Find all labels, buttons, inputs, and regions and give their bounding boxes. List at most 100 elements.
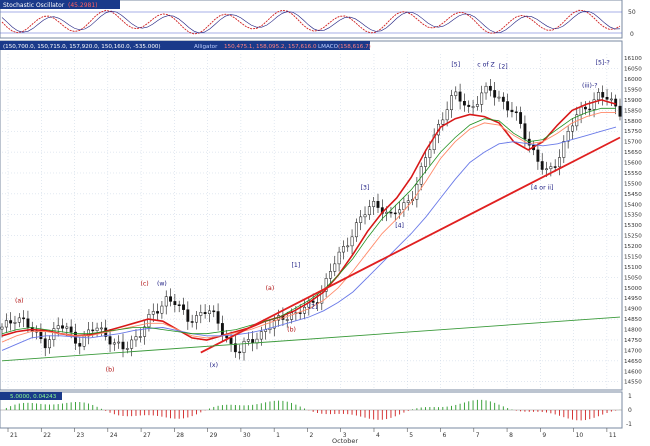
candle-body bbox=[540, 161, 544, 170]
candle-body bbox=[562, 141, 566, 158]
candle-body bbox=[329, 271, 332, 279]
price-tick-label: 15850 bbox=[624, 108, 642, 114]
price-tick-label: 15950 bbox=[624, 87, 642, 93]
macd-values: 5.0000, 0.04243 bbox=[10, 394, 57, 400]
candle-body bbox=[402, 202, 406, 211]
date-axis: 21 22 23 24 27 28 29 30 1 2 3 4 5 6 7 8 9 10 11 bbox=[7, 428, 617, 439]
candle-body bbox=[91, 329, 95, 332]
candle-body bbox=[497, 96, 501, 99]
alligator-values: 150,475.1, 158,095.2, 157,616.0 bbox=[224, 44, 317, 50]
candle-body bbox=[220, 323, 224, 335]
date-tick-label: 10 bbox=[576, 432, 584, 439]
candle-body bbox=[519, 112, 523, 124]
date-tick-label: 23 bbox=[77, 432, 85, 439]
price-tick-label: 14950 bbox=[624, 296, 642, 302]
candle-body bbox=[579, 106, 583, 116]
date-tick-label: 30 bbox=[243, 432, 251, 439]
price-tick-label: 15600 bbox=[624, 161, 642, 167]
candle-body bbox=[428, 149, 432, 158]
candle-body bbox=[134, 336, 138, 341]
wave-labels: (a) (b) (c) (w) (x) (a) (b) [1] [2] [3] [4] [5] c of… bbox=[15, 59, 610, 373]
price-tick-label: 15500 bbox=[624, 181, 642, 187]
date-tick-label: 27 bbox=[143, 432, 151, 439]
candle-body bbox=[359, 216, 363, 223]
candle-body bbox=[367, 206, 371, 216]
candle-body bbox=[389, 211, 393, 214]
candle-body bbox=[9, 320, 13, 324]
date-tick-label: 24 bbox=[110, 432, 118, 439]
candle-body bbox=[372, 201, 376, 207]
candle-body bbox=[506, 101, 510, 111]
candle-body bbox=[571, 125, 574, 132]
price-tick-label: 14650 bbox=[624, 359, 642, 365]
date-tick-label: 3 bbox=[343, 432, 347, 439]
candle-body bbox=[346, 245, 350, 248]
price-tick-label: 14850 bbox=[624, 317, 642, 323]
candle-body bbox=[108, 336, 112, 345]
date-tick-label: 4 bbox=[376, 432, 380, 439]
candle-body bbox=[65, 326, 69, 329]
candle-body bbox=[558, 157, 561, 168]
date-tick-label: 6 bbox=[443, 432, 447, 439]
price-tick-label: 15550 bbox=[624, 171, 642, 177]
candle-body bbox=[488, 85, 492, 91]
price-tick-label: 15700 bbox=[624, 140, 642, 146]
date-tick-label: 21 bbox=[10, 432, 18, 439]
oscillator-title: Stochastic Oscillator bbox=[3, 2, 65, 9]
oscillator-k-line bbox=[1, 9, 621, 35]
candle-body bbox=[406, 200, 410, 203]
candle-body bbox=[138, 336, 142, 338]
candle-body bbox=[596, 92, 600, 101]
candle-body bbox=[164, 296, 168, 307]
date-tick-label: 8 bbox=[509, 432, 513, 439]
candle-body bbox=[52, 328, 56, 340]
date-tick-label: 5 bbox=[409, 432, 413, 439]
price-tick-label: 14700 bbox=[624, 348, 642, 354]
candle-body bbox=[445, 109, 449, 121]
candle-body bbox=[298, 312, 302, 314]
candle-body bbox=[523, 123, 527, 140]
candle-body bbox=[169, 296, 172, 302]
wave-label: [2] bbox=[309, 304, 318, 311]
candle-body bbox=[290, 312, 293, 320]
oscillator-tick-0: 0 bbox=[630, 31, 634, 38]
price-bars bbox=[0, 78, 622, 361]
candle-body bbox=[233, 343, 237, 353]
candle-body bbox=[536, 149, 540, 162]
candle-body bbox=[125, 348, 129, 350]
moving-averages bbox=[1, 99, 617, 351]
price-tick-label: 15450 bbox=[624, 192, 642, 198]
price-tick-label: 14750 bbox=[624, 338, 642, 344]
price-grid bbox=[2, 54, 620, 388]
candle-body bbox=[324, 278, 328, 292]
price-tick-label: 15200 bbox=[624, 244, 642, 250]
candle-body bbox=[147, 314, 151, 328]
candle-body bbox=[229, 337, 233, 344]
alligator-label: Alligator bbox=[194, 44, 218, 50]
candle-body bbox=[0, 326, 4, 330]
candle-body bbox=[553, 166, 557, 168]
candle-body bbox=[121, 341, 125, 350]
candle-body bbox=[341, 246, 345, 253]
price-tick-label: 15650 bbox=[624, 150, 642, 156]
price-tick-label: 15300 bbox=[624, 223, 642, 229]
candle-body bbox=[454, 91, 458, 96]
candle-body bbox=[177, 304, 181, 306]
price-tick-label: 15050 bbox=[624, 275, 642, 281]
price-title-bar bbox=[0, 41, 370, 50]
candle-body bbox=[618, 105, 622, 117]
date-tick-label: 22 bbox=[43, 432, 51, 439]
candle-body bbox=[26, 318, 30, 328]
oscillator-value: (45.2981) bbox=[68, 2, 98, 9]
candle-body bbox=[74, 331, 77, 344]
candle-body bbox=[203, 312, 207, 314]
candle-body bbox=[285, 319, 289, 321]
date-tick-label: 9 bbox=[542, 432, 546, 439]
candle-body bbox=[173, 301, 177, 305]
candle-body bbox=[527, 138, 531, 146]
price-tick-label: 14550 bbox=[624, 380, 642, 386]
moving-average-blue bbox=[1, 126, 617, 351]
candle-body bbox=[480, 92, 484, 105]
